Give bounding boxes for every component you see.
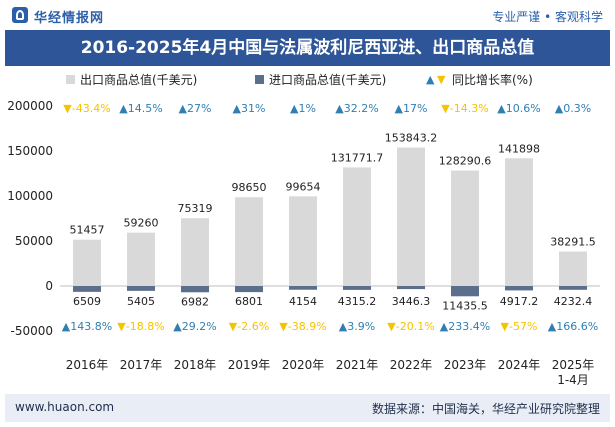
footer-source: 数据来源：中国海关，华经产业研究院整理	[371, 402, 600, 416]
tagline: 专业严谨 • 客观科学	[492, 10, 603, 24]
x-tick-label: 2025年 1-4月	[552, 358, 595, 387]
import-value-label: 6982	[181, 295, 209, 308]
export-bar	[397, 147, 425, 286]
import-bar	[505, 286, 533, 291]
x-tick-label: 2020年	[282, 358, 325, 372]
chart: 出口商品总值(千美元) 进口商品总值(千美元) ▲ ▼ 同比增长率(%) 200000 15…	[7, 72, 600, 387]
import-growth-label: ▲3.9%	[339, 320, 375, 333]
export-bar	[505, 158, 533, 286]
y-tick-label: -50000	[10, 324, 53, 338]
import-value-label: 11435.5	[442, 299, 488, 312]
export-bar	[289, 196, 317, 286]
export-growth-label: ▲1%	[290, 102, 316, 115]
footer: www.huaon.com 数据来源：中国海关，华经产业研究院整理	[5, 394, 610, 422]
import-growth-label: ▼-2.6%	[229, 320, 269, 333]
import-bar	[181, 286, 209, 293]
import-bar	[73, 286, 101, 292]
legend-down-icon: ▼	[437, 73, 446, 86]
import-growth-label: ▼-18.8%	[117, 320, 164, 333]
footer-url[interactable]: www.huaon.com	[15, 400, 115, 414]
y-tick-label: 100000	[7, 189, 53, 203]
title-bar: 2016-2025年4月中国与法属波利尼西亚进、出口商品总值	[5, 30, 610, 66]
x-tick-label: 2017年	[120, 358, 163, 372]
export-value-label: 128290.6	[439, 155, 492, 168]
export-bar	[559, 251, 587, 286]
legend-up-icon: ▲	[426, 73, 435, 86]
import-bar	[127, 286, 155, 291]
import-growth-label: ▲29.2%	[173, 320, 216, 333]
export-growth-label: ▲31%	[233, 102, 266, 115]
export-value-label: 99654	[286, 180, 321, 193]
legend-import-label: 进口商品总值(千美元)	[269, 72, 386, 87]
export-bar	[451, 170, 479, 286]
x-tick-label: 2019年	[228, 358, 271, 372]
export-growth-label: ▲0.3%	[555, 102, 591, 115]
import-growth-label: ▼-38.9%	[279, 320, 326, 333]
import-value-label: 4154	[289, 295, 317, 308]
import-growth-label: ▲143.8%	[62, 320, 112, 333]
import-value-label: 4917.2	[500, 295, 539, 308]
x-tick-label: 2018年	[174, 358, 217, 372]
import-value-label: 6509	[73, 295, 101, 308]
legend-import-swatch	[255, 75, 264, 84]
legend-growth-label: 同比增长率(%)	[452, 72, 533, 87]
export-growth-label: ▼-14.3%	[441, 102, 488, 115]
export-value-label: 38291.5	[550, 236, 596, 249]
export-value-label: 131771.7	[331, 151, 384, 164]
import-bar	[343, 286, 371, 290]
export-value-label: 141898	[498, 142, 540, 155]
export-growth-label: ▲27%	[179, 102, 212, 115]
export-value-label: 98650	[232, 181, 267, 194]
export-value-label: 51457	[70, 224, 105, 237]
import-bar	[559, 286, 587, 290]
import-value-label: 6801	[235, 295, 263, 308]
export-value-label: 153843.2	[385, 132, 438, 145]
brand-name[interactable]: 华经情报网	[34, 11, 105, 26]
x-tick-label: 2016年	[66, 358, 109, 372]
x-tick-label: 2022年	[390, 358, 433, 372]
import-growth-label: ▼-20.1%	[387, 320, 434, 333]
chart-title: 2016-2025年4月中国与法属波利尼西亚进、出口商品总值	[80, 38, 535, 58]
logo-icon	[12, 7, 28, 23]
export-value-label: 75319	[178, 202, 213, 215]
export-bar	[181, 218, 209, 286]
export-value-label: 59260	[124, 217, 159, 230]
export-growth-label: ▲17%	[395, 102, 428, 115]
legend-export-swatch	[66, 75, 75, 84]
x-tick-label: 2024年	[498, 358, 541, 372]
import-growth-label: ▲233.4%	[440, 320, 490, 333]
y-tick-label: 50000	[15, 234, 53, 248]
export-bar	[343, 167, 371, 286]
top-bar: 华经情报网 专业严谨 • 客观科学	[0, 0, 615, 30]
import-value-label: 3446.3	[392, 295, 431, 308]
legend-export-label: 出口商品总值(千美元)	[80, 72, 197, 87]
import-value-label: 4315.2	[338, 295, 377, 308]
import-growth-label: ▲166.6%	[548, 320, 598, 333]
import-bar	[289, 286, 317, 290]
import-bar	[397, 286, 425, 290]
import-bar	[235, 286, 263, 293]
import-growth-label: ▼-57%	[501, 320, 538, 333]
export-growth-label: ▲32.2%	[335, 102, 378, 115]
import-value-label: 4232.4	[554, 295, 593, 308]
export-bar	[235, 197, 263, 286]
export-bar	[127, 232, 155, 286]
y-tick-label: 150000	[7, 144, 53, 158]
x-tick-label: 2021年	[336, 358, 379, 372]
export-growth-label: ▲10.6%	[497, 102, 540, 115]
export-growth-label: ▲14.5%	[119, 102, 162, 115]
y-tick-label: 200000	[7, 99, 53, 113]
export-bar	[73, 239, 101, 286]
import-bar	[451, 286, 479, 297]
import-value-label: 5405	[127, 295, 155, 308]
export-growth-label: ▼-43.4%	[63, 102, 110, 115]
y-tick-label: 0	[45, 279, 53, 293]
x-tick-label: 2023年	[444, 358, 487, 372]
